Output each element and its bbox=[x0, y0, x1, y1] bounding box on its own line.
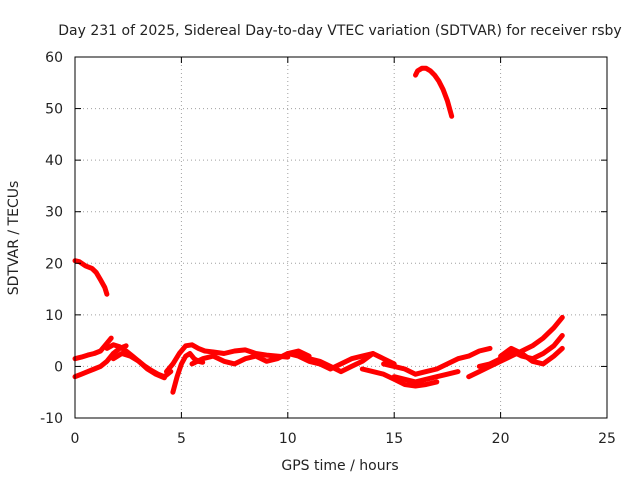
x-tick-label: 25 bbox=[598, 431, 616, 447]
series-arc-8 bbox=[164, 342, 291, 375]
chart-title: Day 231 of 2025, Sidereal Day-to-day VTE… bbox=[58, 23, 621, 39]
y-tick-label: -10 bbox=[40, 411, 63, 427]
series-arc-17 bbox=[498, 345, 565, 367]
y-axis-label: SDTVAR / TECUs bbox=[6, 181, 22, 296]
x-tick-label: 15 bbox=[385, 431, 403, 447]
y-tick-label: 30 bbox=[45, 205, 63, 221]
x-tick-label: 10 bbox=[279, 431, 297, 447]
series-arc-2 bbox=[413, 65, 455, 119]
series-arc-11 bbox=[306, 351, 376, 375]
series-arc-10 bbox=[285, 351, 397, 372]
series-arc-1 bbox=[72, 258, 110, 297]
plot-area-frame bbox=[74, 56, 608, 419]
grid-lines bbox=[75, 57, 607, 418]
series-arc-3 bbox=[72, 335, 114, 362]
y-tick-label: 10 bbox=[45, 308, 63, 324]
axis-ticks: 0 5 10 15 20 25 -10 0 10 20 30 40 50 60 bbox=[40, 50, 616, 447]
x-tick-label: 5 bbox=[177, 431, 186, 447]
data-series bbox=[72, 65, 565, 395]
y-tick-label: 40 bbox=[45, 153, 63, 169]
series-arc-13 bbox=[381, 345, 493, 377]
y-tick-label: 0 bbox=[54, 359, 63, 375]
series-arc-12 bbox=[359, 366, 440, 389]
y-tick-label: 50 bbox=[45, 102, 63, 118]
series-arc-14 bbox=[391, 369, 461, 385]
series-arc-4 bbox=[72, 343, 129, 380]
x-axis-label: GPS time / hours bbox=[281, 458, 398, 474]
y-tick-label: 60 bbox=[45, 50, 63, 66]
series-arc-6 bbox=[110, 351, 167, 381]
y-tick-label: 20 bbox=[45, 256, 63, 272]
x-tick-label: 20 bbox=[492, 431, 510, 447]
x-tick-label: 0 bbox=[71, 431, 80, 447]
